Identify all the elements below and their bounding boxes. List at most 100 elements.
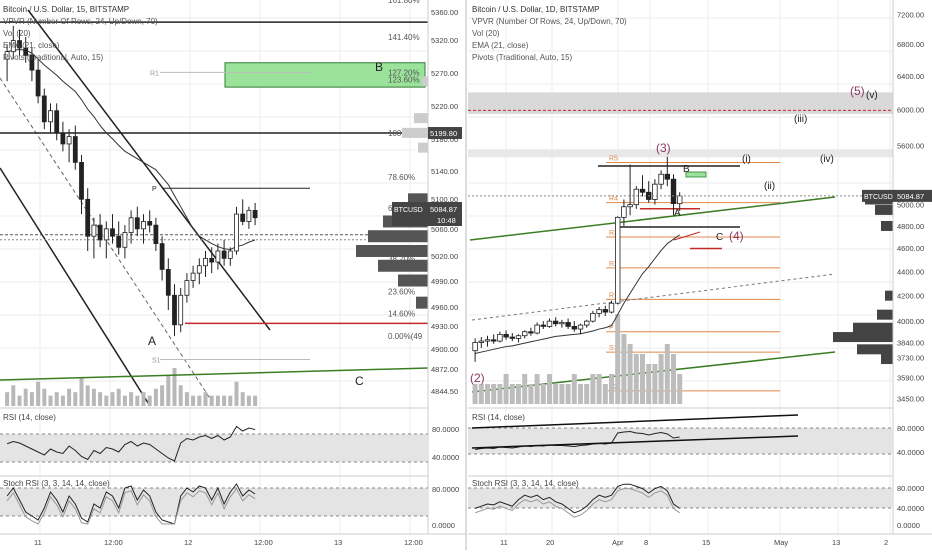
price-axis-label: 5220.00 — [431, 102, 458, 111]
volume-bar — [646, 364, 652, 404]
price-axis-label: 6000.00 — [897, 105, 924, 114]
volume-bar — [578, 384, 583, 404]
wave-label-b: B — [375, 60, 383, 74]
candle-body — [209, 257, 215, 263]
right-indicator-label: EMA (21, close) — [472, 41, 529, 50]
stoch-axis-label: 80.0000 — [897, 484, 924, 493]
price-axis-label: 6800.00 — [897, 40, 924, 49]
candle-body — [184, 280, 190, 296]
time-axis-label: 13 — [334, 538, 342, 547]
candle-body — [509, 336, 515, 339]
vpvr-bar — [356, 244, 428, 257]
price-axis-label: 4000.00 — [897, 317, 924, 326]
rsi-trend-upper — [471, 414, 799, 429]
candle-body — [221, 250, 227, 259]
volume-bar — [497, 384, 503, 404]
candle-body — [652, 183, 658, 200]
vpvr-bar — [853, 322, 893, 333]
candle-body — [553, 320, 559, 325]
candle-body — [608, 302, 615, 313]
volume-bar — [122, 395, 127, 406]
candle-body — [627, 204, 633, 208]
candle-body — [103, 228, 109, 241]
candle-body — [128, 217, 134, 233]
volume-bar — [553, 384, 559, 404]
volume-bar — [17, 395, 22, 406]
volume-bar — [596, 374, 602, 404]
candle-body — [153, 224, 159, 245]
left-indicator-label: EMA (21, close) — [3, 41, 60, 50]
price-axis-label: 4990.00 — [431, 277, 458, 286]
vpvr-bar — [857, 344, 893, 355]
volume-bar — [5, 392, 10, 406]
candle-body — [10, 40, 16, 53]
time-axis-label: 2 — [884, 538, 888, 547]
candle-body — [240, 213, 246, 222]
candle-body — [60, 132, 66, 145]
right-indicator-label: VPVR (Number Of Rows, 24, Up/Down, 70) — [472, 17, 627, 26]
candle-body — [670, 178, 677, 205]
candle-body — [29, 54, 35, 71]
time-axis-label: 15 — [702, 538, 710, 547]
candle-body — [540, 324, 546, 327]
current-price-symbol: BTCUSD — [394, 207, 423, 214]
channel-line-lower — [0, 167, 151, 407]
candle-body — [79, 161, 84, 200]
price-axis-label: 6400.00 — [897, 72, 924, 81]
vpvr-bar — [398, 274, 428, 287]
current-price-tag — [392, 202, 462, 226]
pivot-label: R1 — [609, 292, 618, 299]
stoch-d-line — [6, 487, 256, 525]
current-price-tag — [862, 189, 932, 202]
candle-body — [97, 224, 103, 241]
time-axis-label: 12:00 — [104, 538, 123, 547]
volume-bar — [522, 374, 528, 404]
ema-line — [474, 234, 680, 354]
wave-label: (iv) — [820, 154, 834, 165]
candle-body — [17, 40, 22, 49]
volume-bar — [215, 395, 220, 406]
volume-bar — [42, 388, 47, 406]
pivot-label: R4 — [609, 196, 618, 203]
vpvr-bar — [833, 332, 893, 343]
rsi-axis-label: 80.0000 — [432, 425, 459, 434]
vpvr-bar — [422, 76, 428, 87]
fib-label: 161.80% — [388, 0, 420, 5]
volume-bar — [98, 392, 103, 406]
volume-bar — [23, 388, 28, 406]
stoch-title: Stoch RSI (3, 3, 14, 14, close) — [3, 479, 110, 488]
volume-bar — [240, 392, 245, 406]
wave-label: (i) — [742, 154, 751, 165]
green-trend-upper — [469, 196, 836, 241]
volume-bar — [253, 395, 258, 406]
volume-bar — [491, 384, 497, 404]
candle-body — [252, 209, 258, 219]
price-axis-label: 5020.00 — [431, 252, 458, 261]
rsi-title: RSI (14, close) — [472, 413, 525, 422]
stoch-k-line — [6, 483, 256, 525]
candle-body — [478, 340, 484, 343]
candle-body — [528, 331, 534, 334]
wave-label-c: C — [355, 374, 364, 388]
candle-body — [515, 335, 522, 339]
pivot-label-s1: S1 — [152, 357, 161, 364]
volume-bar — [60, 395, 65, 406]
volume-bar — [209, 395, 214, 406]
candle-body — [522, 331, 528, 337]
dashed-trend — [471, 273, 836, 321]
pivot-label: R3 — [609, 230, 618, 237]
wave-label: (5) — [850, 84, 865, 98]
candle-body — [658, 173, 664, 185]
candle-body — [565, 322, 571, 327]
candle-body — [503, 333, 509, 338]
rsi-axis-label: 80.0000 — [897, 424, 924, 433]
candle-body — [141, 221, 146, 230]
stoch-axis-label: 0.0000 — [432, 521, 455, 530]
candle-body — [215, 250, 221, 263]
candle-body — [546, 320, 553, 327]
candle-body — [490, 339, 497, 342]
volume-bar — [590, 374, 596, 404]
candle-body — [639, 188, 646, 193]
candle-body — [66, 136, 72, 145]
target-box — [685, 171, 707, 178]
